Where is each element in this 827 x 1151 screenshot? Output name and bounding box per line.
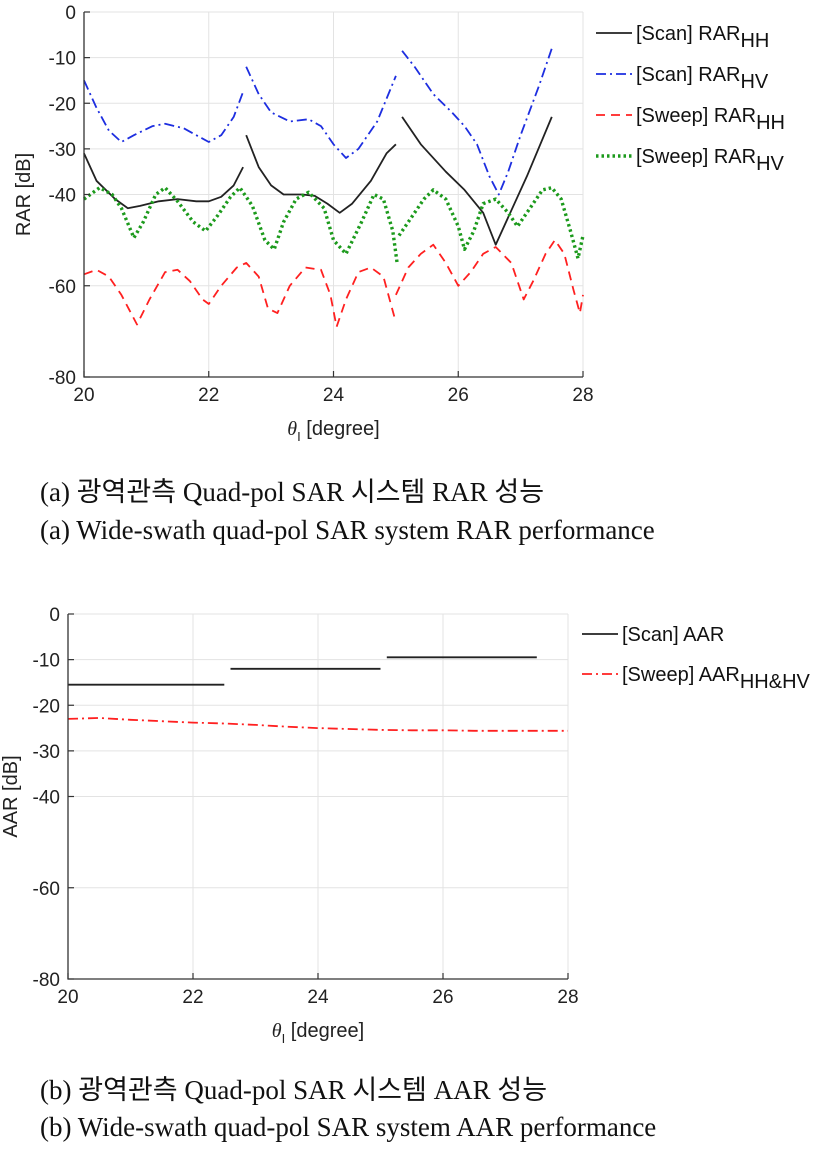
legend-label: [Sweep] AARHH&HV (622, 664, 811, 693)
caption-a-english: (a) Wide-swath quad-pol SAR system RAR p… (40, 515, 655, 545)
x-tick-label: 28 (557, 987, 578, 1008)
grid-lines (83, 11, 584, 378)
y-tick-label: 0 (49, 605, 60, 626)
legend-label: [Scan] RARHH (636, 23, 769, 52)
y-tick-label: 0 (65, 3, 76, 24)
y-tick-label: -20 (49, 94, 76, 115)
y-axis-label: AAR [dB] (0, 755, 22, 837)
series-line (82, 186, 399, 264)
legend-label: [Scan] AAR (622, 624, 724, 646)
series-line (83, 262, 396, 328)
x-axis-label: θI [degree] (272, 1020, 364, 1046)
x-axis-label: θI [degree] (287, 418, 379, 444)
series-line (83, 153, 244, 210)
y-axis-label: RAR [dB] (13, 153, 35, 236)
series-1 (67, 717, 568, 732)
y-tick-label: -30 (33, 742, 60, 763)
x-tick-label: 26 (432, 987, 453, 1008)
y-tick-label: -20 (33, 696, 60, 717)
series-line (395, 239, 584, 314)
x-tick-label: 20 (57, 987, 78, 1008)
x-tick-label: 26 (448, 385, 469, 406)
x-tick-label: 24 (307, 987, 329, 1008)
x-tick-label: 22 (198, 385, 219, 406)
series-2 (83, 239, 584, 328)
series-0 (68, 656, 537, 686)
series-line (401, 116, 553, 246)
series-1 (83, 48, 553, 196)
legend-entry: [Sweep] RARHV (596, 146, 785, 175)
y-tick-label: -80 (49, 368, 76, 389)
aar-panel: 20 22 24 26 28 0 -10 -20 -30 -40 -60 -80 AAR [dB] θI … (0, 590, 827, 1151)
legend-label: [Sweep] RARHV (636, 146, 785, 175)
caption-b-korean: (b) 광역관측 Quad-pol SAR 시스템 AAR 성능 (40, 1075, 548, 1105)
x-tick-label: 28 (572, 385, 593, 406)
y-tick-label: -10 (49, 49, 76, 70)
legend-label: [Scan] RARHV (636, 64, 769, 93)
legend-entry: [Sweep] AARHH&HV (582, 664, 811, 693)
x-tick-label: 24 (323, 385, 345, 406)
legend-entry: [Sweep] RARHH (596, 105, 785, 134)
rar-chart: 20 22 24 26 28 0 -10 -20 -30 -40 -60 -80 RAR [dB] θI … (13, 3, 785, 444)
series-line (67, 717, 568, 732)
series-3 (82, 186, 585, 264)
y-tick-label: -10 (33, 651, 60, 672)
x-tick-label: 20 (73, 385, 94, 406)
caption-a-korean: (a) 광역관측 Quad-pol SAR 시스템 RAR 성능 (40, 477, 545, 507)
series-line (245, 134, 397, 214)
series-line (83, 80, 244, 143)
x-tick-label: 22 (182, 987, 203, 1008)
aar-chart: 20 22 24 26 28 0 -10 -20 -30 -40 -60 -80 AAR [dB] θI … (0, 605, 811, 1046)
y-tick-label: -60 (49, 277, 76, 298)
series-line (401, 48, 553, 196)
legend-entry: [Scan] RARHH (596, 23, 769, 52)
rar-panel: 20 22 24 26 28 0 -10 -20 -30 -40 -60 -80 RAR [dB] θI … (0, 0, 827, 560)
series-0 (83, 116, 553, 246)
y-tick-label: -30 (49, 140, 76, 161)
legend-label: [Sweep] RARHH (636, 105, 785, 134)
series-line (397, 186, 585, 261)
caption-b-english: (b) Wide-swath quad-pol SAR system AAR p… (40, 1112, 657, 1142)
y-tick-label: -60 (33, 879, 60, 900)
legend-entry: [Scan] RARHV (596, 64, 769, 93)
y-tick-label: -40 (49, 186, 76, 207)
legend-entry: [Scan] AAR (582, 624, 724, 646)
y-tick-label: -80 (33, 970, 60, 991)
y-tick-label: -40 (33, 788, 60, 809)
series-line (245, 66, 397, 159)
